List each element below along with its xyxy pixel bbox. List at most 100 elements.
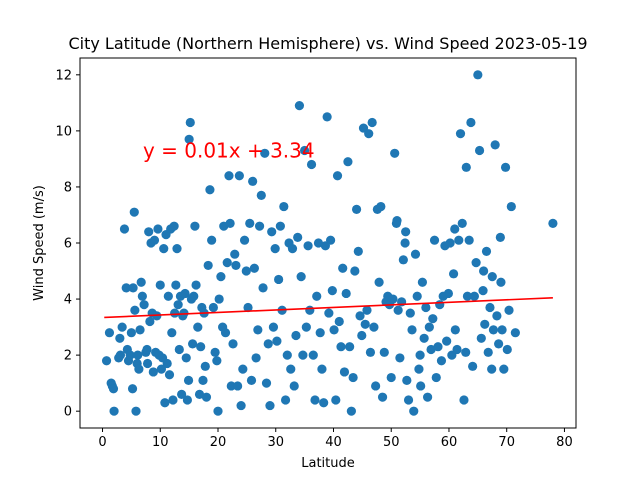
- data-point: [167, 328, 177, 338]
- data-point: [128, 283, 138, 293]
- data-point: [322, 112, 332, 122]
- data-point: [400, 238, 410, 248]
- data-point: [249, 263, 259, 273]
- data-point: [445, 238, 455, 248]
- data-point: [468, 361, 478, 371]
- regression-layer: y = 0.01x + 3.34: [104, 139, 553, 319]
- data-point: [495, 232, 505, 242]
- data-point: [142, 344, 152, 355]
- data-point: [300, 145, 310, 156]
- data-point: [485, 302, 495, 313]
- data-point: [131, 406, 141, 416]
- data-point: [135, 325, 145, 335]
- data-point: [129, 207, 139, 217]
- data-point: [506, 201, 516, 212]
- data-point: [407, 325, 417, 335]
- data-point: [452, 344, 462, 355]
- data-point: [182, 395, 192, 405]
- data-point: [231, 260, 241, 271]
- data-point: [214, 294, 224, 304]
- x-tick-label: 60: [441, 435, 458, 450]
- data-point: [401, 227, 411, 237]
- y-tick-label: 4: [64, 293, 72, 308]
- data-point: [424, 322, 434, 332]
- data-point: [481, 246, 492, 257]
- data-point: [136, 277, 146, 287]
- data-point: [450, 325, 460, 335]
- data-point: [179, 308, 189, 318]
- data-point: [428, 314, 438, 324]
- data-point: [194, 389, 205, 399]
- data-point: [419, 333, 429, 343]
- data-point: [289, 381, 299, 391]
- data-point: [461, 162, 471, 172]
- data-point: [402, 375, 412, 385]
- data-point: [374, 277, 384, 287]
- data-point: [442, 336, 452, 346]
- data-point: [261, 378, 272, 388]
- data-point: [173, 300, 183, 310]
- x-tick-label: 10: [152, 435, 169, 450]
- data-point: [169, 221, 179, 231]
- data-point: [421, 302, 431, 313]
- data-point: [205, 185, 215, 195]
- data-point: [101, 356, 112, 366]
- y-tick-label: 0: [64, 405, 72, 420]
- data-point: [213, 406, 223, 416]
- data-point: [127, 384, 138, 394]
- data-point: [415, 350, 425, 360]
- data-point: [474, 145, 485, 156]
- data-point: [287, 244, 298, 254]
- data-point: [253, 325, 263, 335]
- data-point: [222, 258, 232, 268]
- data-point: [496, 277, 506, 287]
- y-axis-label: Wind Speed (m/s): [32, 185, 47, 301]
- data-point: [149, 235, 160, 245]
- data-point: [258, 283, 268, 293]
- data-point: [436, 356, 447, 366]
- x-axis-label: Latitude: [301, 456, 355, 471]
- data-point: [198, 375, 208, 385]
- data-point: [109, 406, 119, 416]
- data-point: [469, 291, 479, 301]
- data-point: [412, 291, 422, 301]
- data-point: [379, 347, 389, 357]
- data-point: [548, 218, 558, 228]
- data-point: [332, 171, 343, 181]
- data-point: [228, 339, 238, 349]
- data-point: [488, 325, 499, 335]
- data-point: [279, 201, 289, 212]
- data-point: [191, 280, 201, 290]
- data-point: [390, 148, 400, 158]
- data-point: [462, 291, 473, 301]
- data-point: [355, 311, 365, 321]
- data-point: [210, 347, 220, 357]
- data-point: [455, 129, 466, 139]
- chart-title: City Latitude (Northern Hemisphere) vs. …: [68, 34, 587, 53]
- data-point: [364, 129, 374, 139]
- data-point: [296, 272, 306, 282]
- data-point: [233, 381, 243, 391]
- data-point: [108, 384, 119, 394]
- data-point: [119, 224, 130, 234]
- data-point: [313, 238, 324, 248]
- data-point: [459, 395, 469, 405]
- data-point: [163, 291, 173, 301]
- x-tick-label: 20: [210, 435, 227, 450]
- y-tick-label: 2: [64, 349, 72, 364]
- data-point: [248, 176, 258, 186]
- data-point: [115, 350, 126, 360]
- data-point: [305, 305, 315, 315]
- data-point: [133, 350, 143, 360]
- data-point: [246, 375, 257, 385]
- data-point: [398, 255, 408, 265]
- data-point: [431, 372, 441, 383]
- data-point: [317, 364, 327, 374]
- data-point: [298, 350, 308, 360]
- data-point: [325, 235, 336, 245]
- data-point: [130, 305, 140, 315]
- data-point: [306, 159, 317, 170]
- data-point: [212, 356, 222, 366]
- data-point: [274, 274, 284, 285]
- data-point: [174, 344, 184, 355]
